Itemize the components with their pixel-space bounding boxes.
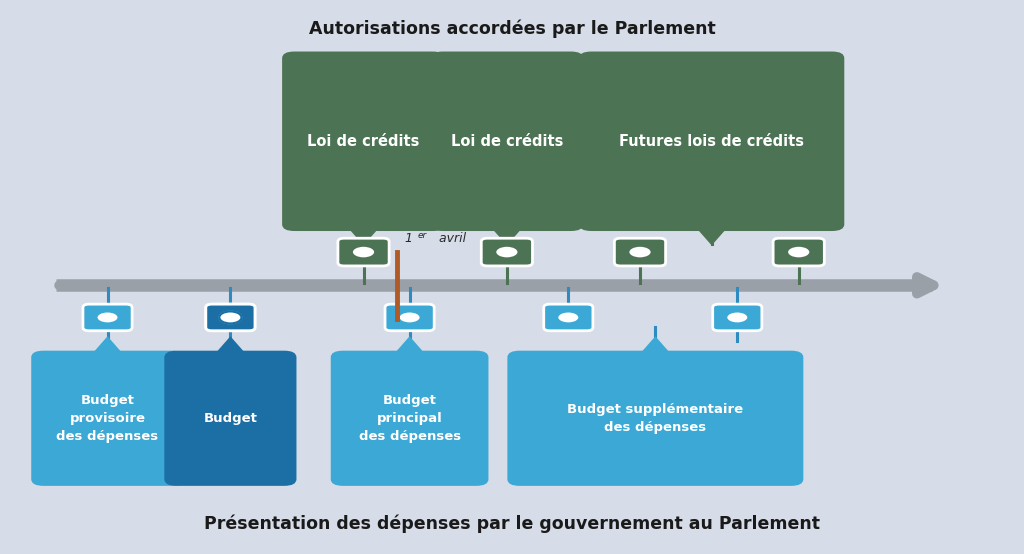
FancyBboxPatch shape: [385, 304, 434, 331]
Text: Budget supplémentaire
des dépenses: Budget supplémentaire des dépenses: [567, 403, 743, 434]
Polygon shape: [691, 222, 732, 245]
FancyBboxPatch shape: [430, 52, 584, 231]
Text: er: er: [418, 231, 427, 240]
FancyBboxPatch shape: [331, 351, 488, 486]
FancyBboxPatch shape: [773, 238, 824, 266]
Circle shape: [96, 311, 119, 324]
Text: Loi de crédits: Loi de crédits: [451, 134, 563, 149]
FancyBboxPatch shape: [83, 304, 132, 331]
Text: Futures lois de crédits: Futures lois de crédits: [620, 134, 804, 149]
Text: 1: 1: [404, 233, 413, 245]
FancyBboxPatch shape: [338, 238, 389, 266]
Circle shape: [496, 246, 518, 258]
FancyBboxPatch shape: [544, 304, 593, 331]
FancyBboxPatch shape: [31, 351, 184, 486]
Text: Autorisations accordées par le Parlement: Autorisations accordées par le Parlement: [308, 19, 716, 38]
Text: avril: avril: [435, 233, 466, 245]
Text: Budget
provisoire
des dépenses: Budget provisoire des dépenses: [56, 394, 159, 443]
Circle shape: [629, 246, 651, 258]
FancyBboxPatch shape: [508, 351, 804, 486]
Text: Loi de crédits: Loi de crédits: [307, 134, 420, 149]
Text: Présentation des dépenses par le gouvernement au Parlement: Présentation des dépenses par le gouvern…: [204, 515, 820, 533]
Circle shape: [219, 311, 242, 324]
Text: Budget: Budget: [204, 412, 257, 425]
FancyBboxPatch shape: [481, 238, 532, 266]
Polygon shape: [343, 222, 384, 245]
FancyBboxPatch shape: [164, 351, 297, 486]
Text: Budget
principal
des dépenses: Budget principal des dépenses: [358, 394, 461, 443]
FancyBboxPatch shape: [282, 52, 444, 231]
Circle shape: [726, 311, 749, 324]
Polygon shape: [210, 336, 251, 360]
FancyBboxPatch shape: [614, 238, 666, 266]
FancyBboxPatch shape: [579, 52, 844, 231]
Polygon shape: [87, 336, 128, 360]
Polygon shape: [486, 222, 527, 245]
Circle shape: [398, 311, 421, 324]
FancyBboxPatch shape: [206, 304, 255, 331]
Polygon shape: [635, 336, 676, 360]
FancyBboxPatch shape: [206, 304, 255, 331]
Circle shape: [219, 311, 242, 324]
FancyBboxPatch shape: [713, 304, 762, 331]
Circle shape: [787, 246, 810, 258]
Polygon shape: [389, 336, 430, 360]
Circle shape: [557, 311, 580, 324]
Circle shape: [352, 246, 375, 258]
